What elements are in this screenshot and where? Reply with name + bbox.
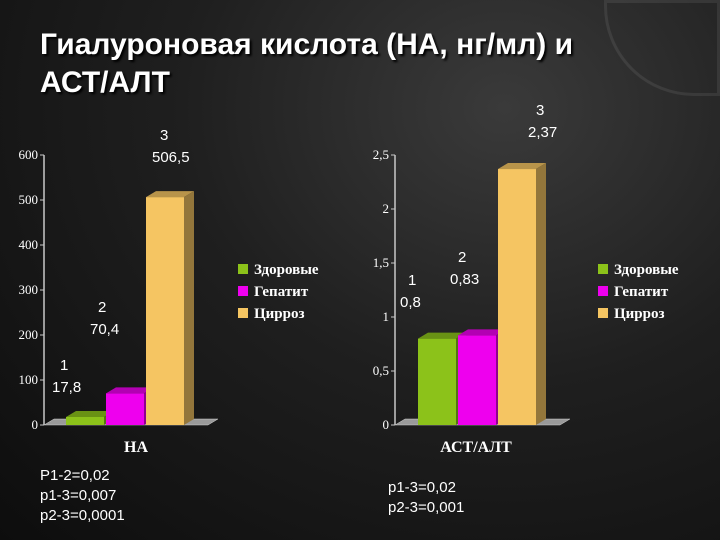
chart-1-bar-3 — [498, 169, 536, 425]
chart-0-bar-1 — [66, 416, 104, 425]
chart-1-legend-label-3: Цирроз — [614, 306, 665, 322]
chart-1-tick-label: 0,5 — [373, 363, 389, 378]
chart-0-data-label-2: 70,4 — [90, 321, 119, 338]
chart-0-data-label-2: 2 — [98, 299, 106, 316]
chart-0-legend-label-1: Здоровые — [254, 262, 319, 278]
p-values-ast-alt: р1-3=0,02 р2-3=0,001 — [388, 479, 465, 516]
chart-0-tick-label: 200 — [19, 327, 39, 342]
chart-1-tick-label: 1 — [383, 309, 390, 324]
chart-0-tick-label: 600 — [19, 147, 39, 162]
chart-0-data-label-3: 506,5 — [152, 149, 190, 166]
chart-1-legend-label-1: Здоровые — [614, 262, 679, 278]
chart-1-bar-3-top — [498, 163, 546, 170]
chart-0-tick-label: 100 — [19, 372, 39, 387]
chart-0-bar-3-top — [146, 191, 194, 198]
chart-1-data-label-2: 2 — [458, 249, 466, 266]
chart-0-bar-3 — [146, 197, 184, 425]
chart-0-x-label: НА — [124, 439, 148, 456]
p-values-ha: Р1-2=0,02 р1-3=0,007 р2-3=0,0001 — [40, 467, 125, 524]
chart-0-legend-swatch-3 — [238, 308, 248, 318]
chart-1-data-label-2: 0,83 — [450, 271, 479, 288]
chart-0-data-label-1: 17,8 — [52, 379, 81, 396]
chart-1-legend-swatch-1 — [598, 264, 608, 274]
chart-1-data-label-1: 1 — [408, 272, 416, 289]
chart-1-data-label-3: 2,37 — [528, 124, 557, 141]
slide-title: Гиалуроновая кислота (НА, нг/мл) и АСТ/А… — [40, 28, 574, 99]
chart-0-data-label-3: 3 — [160, 127, 168, 144]
chart-1-bar-3-side — [536, 163, 546, 426]
chart-0-tick-label: 300 — [19, 282, 39, 297]
chart-1-tick-label: 0 — [383, 417, 390, 432]
chart-1-bar-2-top — [458, 329, 506, 336]
chart-0-tick-label: 0 — [32, 417, 39, 432]
chart-1-tick-label: 1,5 — [373, 255, 389, 270]
chart-0-bar-3-side — [184, 191, 194, 425]
chart-0-legend-swatch-1 — [238, 264, 248, 274]
chart-1-legend-label-2: Гепатит — [614, 284, 669, 300]
chart-0-tick-label: 500 — [19, 192, 39, 207]
chart-1-legend-swatch-3 — [598, 308, 608, 318]
chart-1-bar-1-top — [418, 332, 466, 339]
chart-1-bar-1 — [418, 338, 456, 425]
chart-0-legend-label-3: Цирроз — [254, 306, 305, 322]
chart-0-bar-2-top — [106, 387, 154, 394]
chart-1-legend-swatch-2 — [598, 286, 608, 296]
chart-0-bar-1-top — [66, 410, 114, 417]
chart-0-tick-label: 400 — [19, 237, 39, 252]
chart-0-bar-2 — [106, 393, 144, 425]
chart-1-tick-label: 2,5 — [373, 147, 389, 162]
chart-1-data-label-3: 3 — [536, 102, 544, 119]
chart-0-data-label-1: 1 — [60, 357, 68, 374]
chart-0-legend-swatch-2 — [238, 286, 248, 296]
chart-1-bar-2 — [458, 335, 496, 425]
chart-1-data-label-1: 0,8 — [400, 294, 421, 311]
chart-1-tick-label: 2 — [383, 201, 390, 216]
chart-1-x-label: АСТ/АЛТ — [440, 439, 512, 456]
chart-0-legend-label-2: Гепатит — [254, 284, 309, 300]
